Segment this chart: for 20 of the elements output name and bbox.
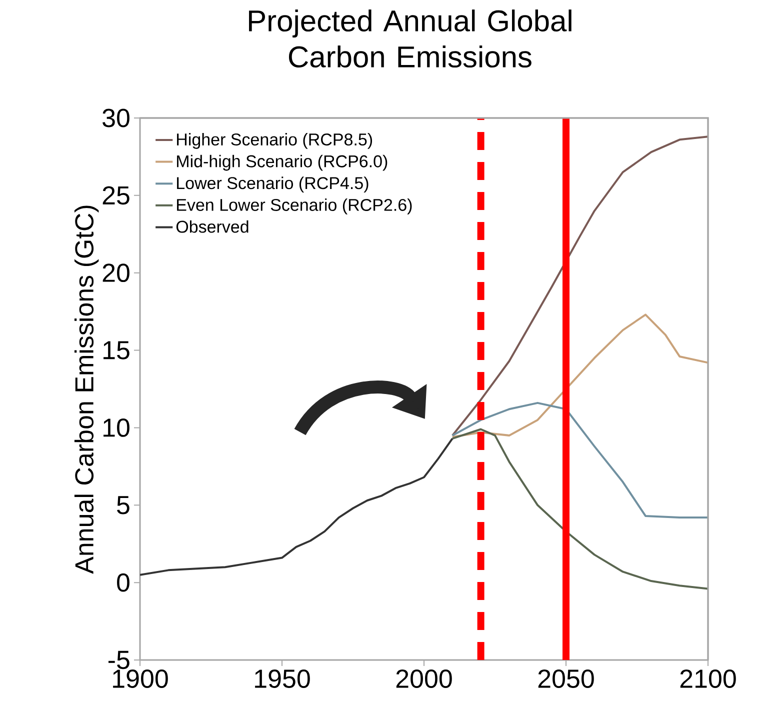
legend-label: Observed bbox=[176, 220, 248, 233]
y-tick-label: 0 bbox=[117, 573, 130, 592]
y-tick-label: 15 bbox=[104, 341, 130, 360]
legend-label: Mid-high Scenario (RCP6.0) bbox=[177, 154, 388, 171]
x-tick-label: 2000 bbox=[396, 670, 452, 688]
x-tick-label: 2100 bbox=[680, 670, 736, 688]
chart-title: Projected Annual Global Carbon Emissions bbox=[249, 10, 572, 68]
y-tick-label: 5 bbox=[117, 496, 130, 514]
x-tick-label: 1950 bbox=[255, 670, 310, 688]
legend-label: Higher Scenario (RCP8.5) bbox=[177, 133, 372, 149]
y-tick-label: 20 bbox=[102, 264, 130, 282]
x-tick-label: 2050 bbox=[538, 670, 594, 688]
y-tick-label: -5 bbox=[108, 650, 130, 670]
y-tick-label: 10 bbox=[104, 418, 130, 437]
y-tick-label: 25 bbox=[102, 186, 130, 205]
legend-label: Even Lower Scenario (RCP2.6) bbox=[177, 198, 412, 214]
legend-label: Lower Scenario (RCP4.5) bbox=[177, 176, 368, 193]
x-tick-label: 1900 bbox=[113, 670, 168, 688]
y-tick-label: 30 bbox=[102, 108, 130, 128]
y-axis-title: Annual Carbon Emissions (GtC) bbox=[74, 206, 99, 574]
